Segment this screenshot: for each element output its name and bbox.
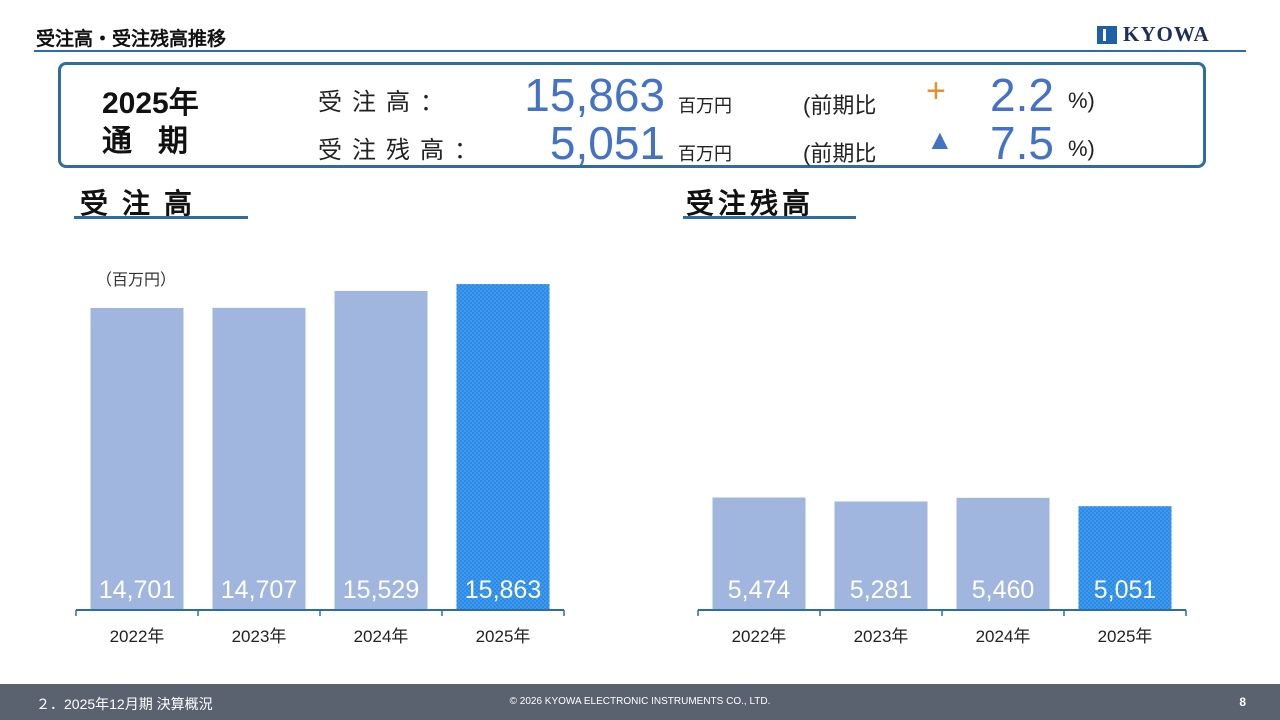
orders-label: 受注高： bbox=[318, 89, 454, 116]
bar-value-label: 15,529 bbox=[343, 576, 419, 604]
orders-pct: 2.2 bbox=[990, 69, 1054, 121]
bar bbox=[212, 307, 306, 610]
bar-value-label: 14,701 bbox=[99, 576, 175, 604]
x-tick-label: 2025年 bbox=[476, 627, 531, 646]
footer-copyright: © 2026 KYOWA ELECTRONIC INSTRUMENTS CO.,… bbox=[509, 696, 771, 707]
backlog-value: 5,051 bbox=[549, 117, 665, 169]
title-divider bbox=[34, 50, 1246, 52]
bar-value-label: 15,863 bbox=[465, 576, 541, 604]
bar bbox=[334, 290, 428, 610]
bar-value-label: 5,051 bbox=[1094, 576, 1157, 604]
footer-bar: ２．2025年12月期 決算概況 © 2026 KYOWA ELECTRONIC… bbox=[0, 684, 1280, 720]
orders-pct-sign: %) bbox=[1068, 88, 1095, 113]
company-logo: KYOWA bbox=[1097, 22, 1210, 47]
x-tick-label: 2022年 bbox=[110, 627, 165, 646]
bar-value-label: 14,707 bbox=[221, 576, 297, 604]
bar bbox=[834, 501, 928, 610]
backlog-unit: 百万円 bbox=[678, 144, 732, 164]
backlog-title-rule bbox=[683, 216, 856, 219]
summary-period: 通期 bbox=[102, 125, 214, 158]
logo-text: KYOWA bbox=[1123, 22, 1210, 46]
orders-title-rule bbox=[74, 216, 248, 219]
unit-note: （百万円） bbox=[96, 272, 177, 289]
bar bbox=[712, 497, 806, 610]
bar-highlight bbox=[456, 284, 550, 610]
backlog-label: 受注残高： bbox=[318, 137, 488, 164]
orders-prev-label: (前期比 bbox=[803, 93, 877, 118]
summary-year: 2025年 bbox=[102, 87, 199, 120]
bar bbox=[956, 497, 1050, 610]
bar-value-label: 5,281 bbox=[850, 576, 913, 604]
logo-icon bbox=[1097, 25, 1117, 44]
orders-plus-sign: + bbox=[926, 72, 946, 110]
x-tick-label: 2022年 bbox=[732, 627, 787, 646]
footer-section: ２．2025年12月期 決算概況 bbox=[36, 696, 213, 712]
backlog-pct: 7.5 bbox=[990, 117, 1054, 169]
page-title: 受注高・受注残高推移 bbox=[36, 29, 227, 50]
backlog-pct-sign: %) bbox=[1068, 136, 1095, 161]
bar-highlight bbox=[1078, 506, 1172, 610]
bar bbox=[90, 307, 184, 610]
page-number: 8 bbox=[1239, 695, 1246, 709]
bar-value-label: 5,474 bbox=[728, 576, 791, 604]
orders-unit: 百万円 bbox=[678, 96, 732, 116]
x-tick-label: 2025年 bbox=[1098, 627, 1153, 646]
backlog-chart-title: 受注残高 bbox=[686, 188, 815, 219]
backlog-chart: 5,474 2022年 5,281 2023年 5,460 2024年 5,051 2025年 bbox=[697, 497, 1187, 646]
orders-value: 15,863 bbox=[524, 69, 665, 121]
summary-box bbox=[58, 62, 1206, 168]
x-tick-label: 2024年 bbox=[354, 627, 409, 646]
orders-chart-title: 受注高 bbox=[80, 188, 207, 219]
backlog-triangle-sign: ▲ bbox=[926, 124, 954, 155]
bar-value-label: 5,460 bbox=[972, 576, 1035, 604]
x-tick-label: 2024年 bbox=[976, 627, 1031, 646]
x-tick-label: 2023年 bbox=[232, 627, 287, 646]
x-tick-label: 2023年 bbox=[854, 627, 909, 646]
orders-chart: 14,701 2022年 14,707 2023年 15,529 2024年 15,863 2… bbox=[75, 284, 565, 646]
backlog-prev-label: (前期比 bbox=[803, 141, 877, 166]
